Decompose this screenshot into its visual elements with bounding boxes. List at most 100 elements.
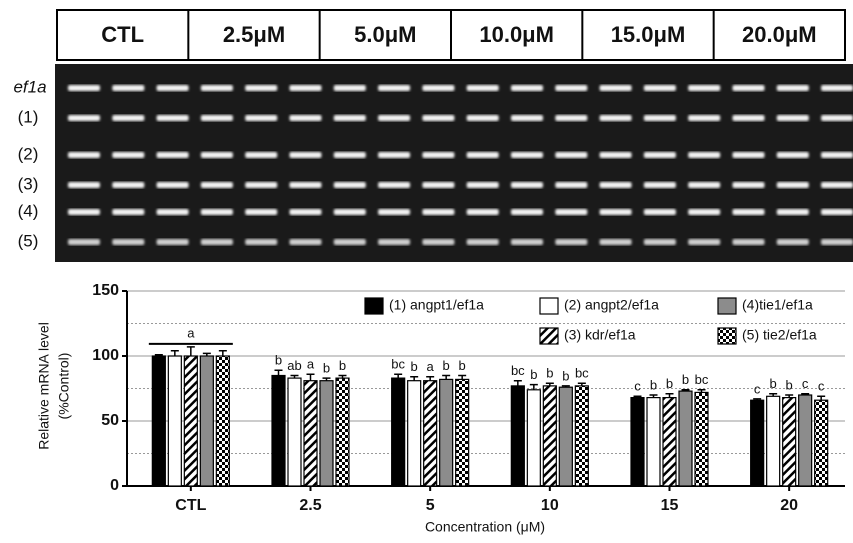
gel-band: [777, 182, 809, 188]
bar: [663, 398, 676, 486]
gel-band: [157, 209, 189, 215]
gel-band: [467, 182, 499, 188]
gel-band: [201, 115, 233, 121]
gel-band: [511, 239, 543, 245]
gel-band: [511, 209, 543, 215]
x-axis-title: Concentration (μM): [425, 519, 545, 535]
gel-band: [378, 239, 410, 245]
gel-band: [68, 209, 100, 215]
gel-band: [378, 182, 410, 188]
gel-band: [334, 239, 366, 245]
gel-band: [777, 209, 809, 215]
legend-swatch: [540, 298, 558, 314]
error-bar: [187, 347, 195, 356]
gel-band: [644, 152, 676, 158]
gel-band: [112, 209, 144, 215]
row-label: (4): [18, 201, 39, 220]
gel-band: [378, 152, 410, 158]
error-bar: [307, 374, 315, 381]
gel-band: [201, 182, 233, 188]
bar: [527, 390, 540, 486]
x-tick-label: 2.5: [299, 497, 321, 514]
bar: [184, 356, 197, 486]
gel-band: [201, 209, 233, 215]
gel-band: [68, 152, 100, 158]
bar: [543, 386, 556, 486]
lane-label: CTL: [101, 22, 144, 47]
gel-band: [733, 152, 765, 158]
row-label: (1): [18, 107, 39, 126]
gel-band: [600, 239, 632, 245]
gel-band: [511, 152, 543, 158]
page: {"gel": {"lane_groups": ["CTL", "2.5μM",…: [0, 0, 853, 538]
bar: [216, 356, 229, 486]
y-axis-title: (%Control): [56, 353, 72, 420]
significance-letter: bc: [391, 357, 405, 372]
gel-band: [112, 85, 144, 91]
gel-band: [688, 85, 720, 91]
gel-band: [733, 239, 765, 245]
y-tick-label: 0: [110, 477, 119, 494]
gel-band: [644, 239, 676, 245]
gel-band: [112, 152, 144, 158]
gel-band: [777, 152, 809, 158]
gel-band: [511, 182, 543, 188]
gel-band: [821, 209, 853, 215]
gel-band: [422, 209, 454, 215]
gel-band: [157, 85, 189, 91]
bar: [767, 396, 780, 486]
bar: [200, 356, 213, 486]
bar: [320, 381, 333, 486]
legend-label: (2) angpt2/ef1a: [564, 297, 659, 313]
gel-band: [511, 115, 543, 121]
significance-letter: b: [666, 376, 673, 391]
row-label: ef1a: [13, 77, 46, 96]
bar: [783, 398, 796, 486]
gel-band: [688, 115, 720, 121]
gel-band: [422, 85, 454, 91]
gel-band: [555, 239, 587, 245]
gel-band: [777, 115, 809, 121]
error-bar: [219, 351, 227, 356]
gel-band: [245, 152, 277, 158]
gel-band: [644, 115, 676, 121]
figure: Relative mRNA level (%Control) Concentra…: [0, 0, 853, 538]
significance-letter: c: [818, 379, 825, 394]
x-tick-label: 20: [780, 497, 798, 514]
significance-letter: a: [427, 359, 435, 374]
error-bar: [514, 381, 522, 386]
error-bar: [275, 370, 283, 375]
gel-band: [688, 182, 720, 188]
bar: [575, 386, 588, 486]
bar: [511, 386, 524, 486]
bar: [751, 400, 764, 486]
y-tick-label: 150: [92, 282, 119, 299]
legend-label: (4)tie1/ef1a: [742, 297, 813, 313]
lane-label: 20.0μM: [742, 22, 817, 47]
gel-band: [688, 152, 720, 158]
gel-band: [334, 85, 366, 91]
gel-band: [334, 209, 366, 215]
bar: [288, 378, 301, 486]
significance-letter: b: [770, 376, 777, 391]
y-axis-title: Relative mRNA level: [36, 322, 52, 450]
gel-band: [644, 85, 676, 91]
gel-band: [378, 115, 410, 121]
gel-band: [334, 182, 366, 188]
bar: [408, 381, 421, 486]
gel-band: [467, 152, 499, 158]
legend-label: (5) tie2/ef1a: [742, 327, 817, 343]
gel-band: [555, 209, 587, 215]
significance-letter: a: [307, 357, 315, 372]
bar: [440, 379, 453, 486]
significance-letter: bc: [695, 372, 709, 387]
gel-band: [378, 209, 410, 215]
gel-band: [201, 152, 233, 158]
legend-swatch: [718, 328, 736, 344]
significance-letter: b: [275, 353, 282, 368]
legend-swatch: [718, 298, 736, 314]
bar: [799, 395, 812, 486]
gel-band: [290, 85, 322, 91]
gel-band: [290, 115, 322, 121]
gel-band: [467, 209, 499, 215]
